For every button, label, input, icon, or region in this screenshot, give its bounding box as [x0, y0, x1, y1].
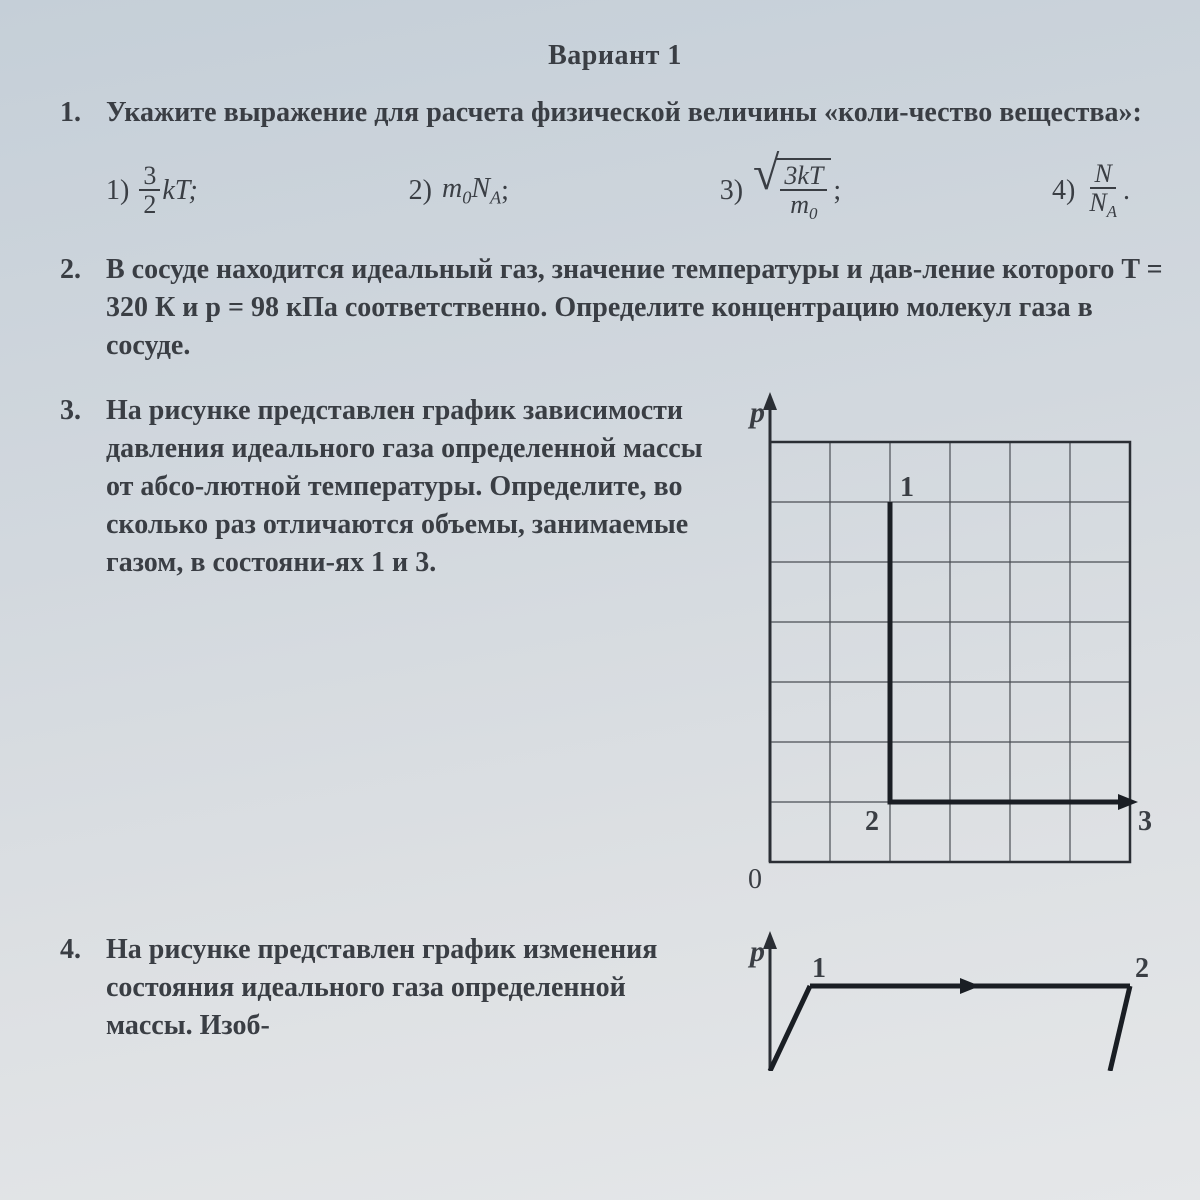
problem-body: Укажите выражение для расчета физической…: [106, 94, 1170, 223]
axis-label-p: p: [747, 935, 765, 968]
problem-4: 4. На рисунке представлен график изменен…: [60, 931, 1170, 1082]
problem-number: 1.: [60, 94, 106, 223]
fraction: 3kT m0: [780, 162, 827, 223]
axis-label-p: p: [747, 396, 765, 429]
frac-top: N: [1090, 160, 1115, 189]
problem-2: 2. В сосуде находится идеальный газ, зна…: [60, 251, 1170, 364]
options-row: 1) 3 2 kT; 2) m0NA ; 3): [106, 158, 1170, 223]
problem-text: На рисунке представлен график зависимост…: [106, 392, 730, 581]
problem-3: 3. На рисунке представлен график зависим…: [60, 392, 1170, 903]
fraction: N NA: [1085, 160, 1121, 221]
problem-body: На рисунке представлен график зависимост…: [106, 392, 1170, 903]
sub-0: 0: [462, 188, 471, 208]
point-label-1: 1: [812, 953, 826, 984]
frac-bot: NA: [1085, 189, 1121, 221]
y-axis-arrow-icon: [763, 931, 777, 949]
segment-right: [1110, 986, 1130, 1071]
pv-chart: p 1 2: [730, 931, 1170, 1082]
mid-arrow-icon: [960, 978, 980, 994]
grid: [770, 442, 1130, 862]
sqrt-body: 3kT m0: [776, 158, 831, 223]
option-3: 3) √ 3kT m0 ;: [720, 158, 841, 223]
option-4: 4) N NA .: [1052, 160, 1130, 221]
problem-text: На рисунке представлен график изменения …: [106, 931, 730, 1044]
path-arrow-icon: [1118, 794, 1138, 810]
variant-title: Вариант 1: [60, 40, 1170, 72]
option-number: 3): [720, 172, 743, 210]
problem-1: 1. Укажите выражение для расчета физичес…: [60, 94, 1170, 223]
origin-label: 0: [748, 864, 762, 892]
segment-diag: [770, 986, 810, 1071]
sub-A: A: [1107, 202, 1117, 221]
chart-svg: p 1 2: [730, 931, 1170, 1071]
chart-svg: p: [730, 392, 1170, 892]
frac-bot: m0: [786, 191, 821, 223]
point-label-1: 1: [900, 472, 914, 503]
worksheet-page: Вариант 1 1. Укажите выражение для расче…: [0, 0, 1200, 1200]
option-1: 1) 3 2 kT;: [106, 162, 198, 219]
sqrt: √ 3kT m0: [753, 158, 831, 223]
problem-number: 4.: [60, 931, 106, 1082]
option-tail: ;: [833, 172, 841, 210]
problem-text: В сосуде находится идеальный газ, значен…: [106, 251, 1170, 364]
frac-top: 3: [139, 162, 160, 191]
formula: m0NA: [442, 170, 501, 210]
problem-body: В сосуде находится идеальный газ, значен…: [106, 251, 1170, 364]
y-axis-arrow-icon: [763, 392, 777, 410]
option-tail: ;: [501, 172, 509, 210]
point-label-3: 3: [1138, 806, 1152, 837]
frac-bot: 2: [139, 191, 160, 218]
var-m: m: [790, 190, 809, 219]
var-N: N: [471, 173, 490, 204]
var-N: N: [1089, 188, 1106, 217]
option-number: 2): [409, 172, 432, 210]
point-label-2: 2: [1135, 953, 1149, 984]
var-m: m: [442, 173, 462, 204]
frac-top: 3kT: [780, 162, 827, 191]
option-number: 1): [106, 172, 129, 210]
point-label-2: 2: [865, 806, 879, 837]
sub-0: 0: [809, 204, 817, 223]
problem-number: 2.: [60, 251, 106, 364]
option-2: 2) m0NA ;: [409, 170, 509, 210]
problem-body: На рисунке представлен график изменения …: [106, 931, 1170, 1082]
problem-text: Укажите выражение для расчета физической…: [106, 94, 1170, 132]
fraction: 3 2: [139, 162, 160, 219]
option-number: 4): [1052, 172, 1075, 210]
option-tail: kT;: [162, 172, 198, 210]
pt-chart: p: [730, 392, 1170, 903]
sub-A: A: [490, 188, 501, 208]
option-tail: .: [1123, 172, 1130, 210]
problem-number: 3.: [60, 392, 106, 903]
